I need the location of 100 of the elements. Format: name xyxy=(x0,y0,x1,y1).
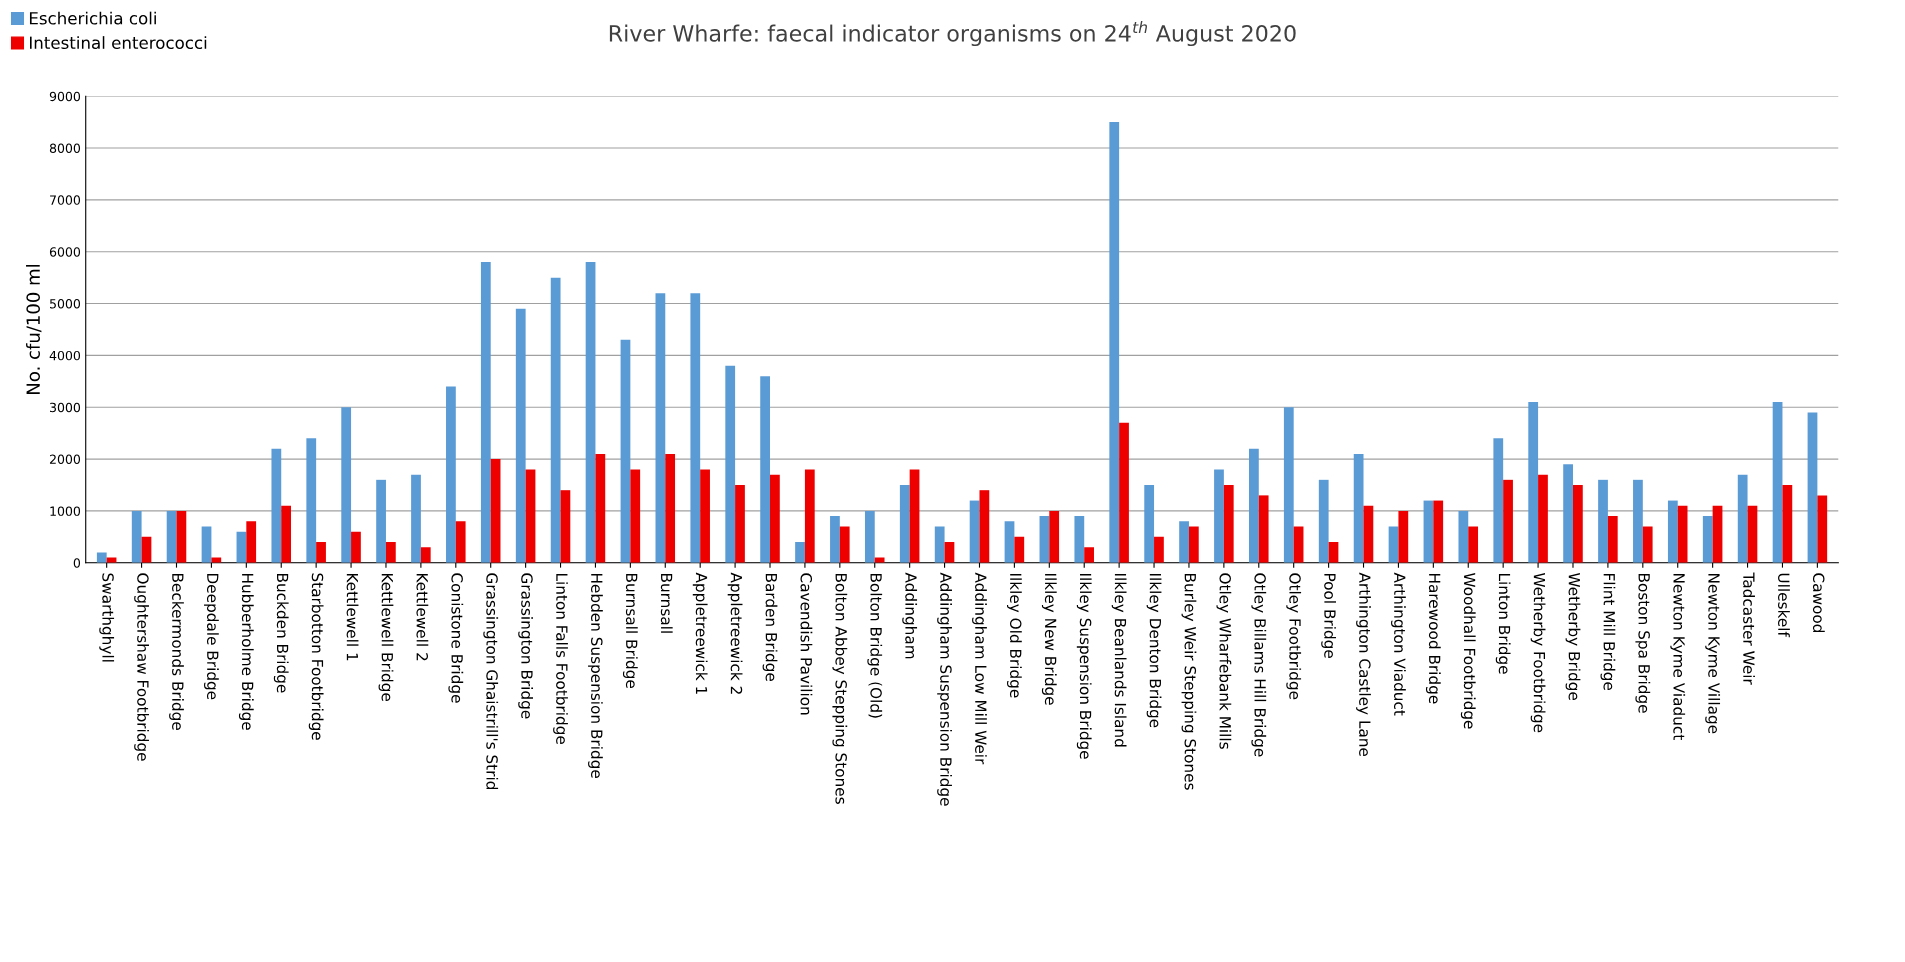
bar xyxy=(770,474,780,563)
bar xyxy=(1084,547,1094,563)
bar xyxy=(620,339,631,563)
bar xyxy=(830,516,840,563)
bar xyxy=(446,386,456,563)
x-tick-label: Flint Mill Bridge xyxy=(1600,573,1616,691)
x-tick-label: Swarthghyll xyxy=(99,573,115,662)
bar xyxy=(1667,500,1678,563)
legend-label: Escherichia coli xyxy=(29,11,156,25)
bar xyxy=(1677,505,1688,563)
bar xyxy=(1528,402,1539,563)
bar xyxy=(1807,412,1818,563)
bar xyxy=(1388,526,1399,563)
x-tick-label: Otley Footbridge xyxy=(1286,573,1302,700)
x-tick-label: Ilkley Old Bridge xyxy=(1007,573,1022,698)
bar xyxy=(1572,485,1583,563)
bar xyxy=(1817,495,1828,563)
x-tick-label: Addingham xyxy=(902,572,918,659)
x-tick-label: Wetherby Footbridge xyxy=(1530,573,1546,733)
bar xyxy=(1049,510,1060,563)
bar xyxy=(246,521,257,563)
x-tick-label: Kettlewell Bridge xyxy=(378,573,394,701)
x-tick-label: Conistone Bridge xyxy=(448,573,464,703)
bar xyxy=(1782,485,1793,563)
x-tick-label: Ilkley Denton Bridge xyxy=(1146,573,1162,728)
bar xyxy=(839,526,850,563)
bar xyxy=(804,469,815,563)
bar xyxy=(1109,122,1120,563)
bar xyxy=(1283,407,1294,563)
bar xyxy=(735,485,745,563)
x-tick-label: Otley Billams Hill Bridge xyxy=(1251,573,1267,757)
x-tick-label: Buckden Bridge xyxy=(273,573,289,693)
bar xyxy=(1633,479,1643,563)
legend-label: Intestinal enterococci xyxy=(29,36,207,50)
x-tick-label: Ilkley Suspension Bridge xyxy=(1076,573,1092,759)
x-tick-label: Burnsall xyxy=(660,573,673,633)
x-tick-label: Bolton Abbey Stepping Stones xyxy=(832,573,848,804)
bar xyxy=(176,510,187,563)
x-tick-label: Addingham Low Mill Weir xyxy=(972,572,987,765)
x-tick-label: Addingham Suspension Bridge xyxy=(937,572,952,806)
x-tick-label: Burley Weir Stepping Stones xyxy=(1181,573,1197,790)
bar xyxy=(1712,505,1723,563)
bar xyxy=(1223,485,1234,563)
bar xyxy=(969,500,980,563)
y-tick-label: 6000 xyxy=(49,247,81,257)
bar xyxy=(1014,536,1025,563)
bar xyxy=(1607,516,1618,563)
y-tick-label: 5000 xyxy=(50,299,81,309)
bar xyxy=(1074,516,1085,563)
bar xyxy=(665,453,676,563)
x-tick-label: Burnsall Bridge xyxy=(622,573,638,689)
bar xyxy=(1538,474,1548,563)
bar xyxy=(1598,479,1608,563)
x-tick-label: Barden Bridge xyxy=(762,573,778,681)
x-tick-label: Ulleskelf xyxy=(1778,573,1790,638)
x-tick-label: Pool Bridge xyxy=(1321,573,1336,658)
x-tick-label: Grassington Ghaistrill's Strid xyxy=(483,573,499,790)
x-tick-label: Arthington Castley Lane xyxy=(1356,572,1371,757)
x-tick-label: Appletreewick 2 xyxy=(727,572,743,694)
bar xyxy=(760,376,771,563)
x-tick-label: Deepdale Bridge xyxy=(204,573,219,700)
x-tick-label: Boston Spa Bridge xyxy=(1635,573,1651,713)
x-tick-label: Harewood Bridge xyxy=(1425,573,1441,704)
bar xyxy=(934,526,945,563)
x-tick-label: Tadcaster Weir xyxy=(1743,572,1755,685)
x-tick-label: Kettlewell 1 xyxy=(346,573,359,661)
bar xyxy=(1458,510,1469,563)
bar xyxy=(1214,469,1224,563)
x-tick-label: Newton Kyme Village xyxy=(1705,573,1721,734)
y-tick-label: 2000 xyxy=(49,454,81,465)
bar xyxy=(490,459,501,563)
x-tick-label: Bolton Bridge (Old) xyxy=(867,573,883,718)
bar xyxy=(96,552,107,563)
bar xyxy=(690,293,701,563)
y-tick-label: 0 xyxy=(73,558,81,568)
y-tick-label: 3000 xyxy=(50,402,81,413)
y-tick-label: 8000 xyxy=(49,143,81,153)
bar xyxy=(1293,526,1304,563)
x-tick-label: Wetherby Bridge xyxy=(1565,573,1581,701)
x-tick-label: Linton Falls Footbridge xyxy=(553,573,568,744)
y-tick-label: 7000 xyxy=(50,195,81,205)
x-tick-label: Grassington Bridge xyxy=(518,573,534,719)
bar xyxy=(316,542,326,563)
x-tick-label: Ilkley New Bridge xyxy=(1041,573,1057,705)
bar xyxy=(1249,448,1259,563)
bar xyxy=(560,490,571,563)
bar xyxy=(166,510,177,563)
x-tick-label: Hubberholme Bridge xyxy=(238,573,254,730)
x-tick-label: Otley Wharfebank Mills xyxy=(1216,573,1232,749)
y-tick-label: 1000 xyxy=(50,506,81,516)
bar xyxy=(271,448,282,563)
bar xyxy=(1772,402,1783,563)
x-tick-label: Woodhall Footbridge xyxy=(1460,573,1476,729)
bar xyxy=(1503,479,1513,563)
bar xyxy=(1737,474,1748,563)
bar xyxy=(341,407,352,563)
bar xyxy=(1642,526,1653,563)
bar xyxy=(700,469,710,563)
y-axis-title: No. cfu/100 ml xyxy=(26,265,42,394)
bar xyxy=(1154,536,1164,563)
